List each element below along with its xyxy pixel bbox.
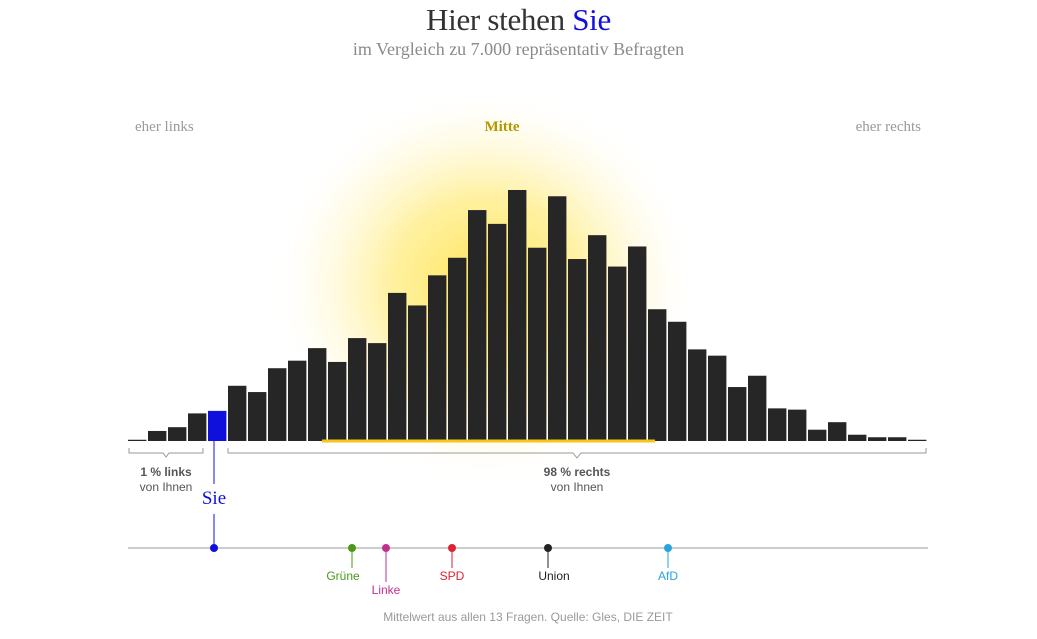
bar [848, 434, 867, 442]
party-label-gruene: Grüne [326, 569, 360, 583]
bar [288, 360, 307, 441]
bar [148, 430, 167, 441]
bar [488, 223, 507, 441]
party-label-linke: Linke [372, 583, 401, 597]
left-bracket-sub: von Ihnen [140, 480, 193, 494]
party-label-afd: AfD [658, 569, 678, 583]
bar [448, 257, 467, 441]
party-dot-linke [382, 544, 390, 552]
right-bracket-sub: von Ihnen [551, 480, 604, 494]
bar [748, 375, 767, 441]
label-mitte: Mitte [485, 119, 520, 135]
label-eher-links: eher links [135, 119, 194, 135]
chart-title: Hier stehen Sie [0, 2, 1037, 38]
left-bracket-label: 1 % links [140, 465, 192, 479]
chart-subtitle: im Vergleich zu 7.000 repräsentativ Befr… [352, 39, 685, 59]
bar [428, 275, 447, 441]
bar [668, 321, 687, 441]
bar [248, 392, 267, 442]
party-dot-gruene [348, 544, 356, 552]
bar [368, 343, 387, 441]
bar [468, 210, 487, 441]
bar [308, 348, 327, 441]
bar [648, 309, 667, 442]
bar [688, 349, 707, 441]
party-dot-union [544, 544, 552, 552]
bar-you [208, 410, 227, 441]
bar [728, 387, 747, 441]
bar [228, 385, 247, 441]
bar [568, 259, 587, 441]
right-bracket-label: 98 % rechts [544, 465, 611, 479]
bar [808, 429, 827, 441]
party-label-union: Union [538, 569, 569, 583]
left-bracket [128, 448, 204, 458]
you-dot [210, 544, 218, 552]
bar [888, 437, 907, 441]
party-label-spd: SPD [440, 569, 465, 583]
bar [788, 409, 807, 442]
bar [168, 427, 187, 441]
party-dot-spd [448, 544, 456, 552]
bar [548, 196, 567, 441]
party-dot-afd [664, 544, 672, 552]
bar [768, 408, 787, 441]
bars-group [128, 190, 927, 442]
bar [328, 361, 347, 441]
label-eher-rechts: eher rechts [856, 119, 922, 135]
title-highlight: Sie [572, 2, 611, 37]
bar [528, 247, 547, 441]
you-label: Sie [202, 488, 226, 509]
bar [868, 437, 887, 441]
bar [388, 292, 407, 441]
bar [128, 439, 147, 442]
footnote: Mittelwert aus allen 13 Fragen. Quelle: … [383, 610, 673, 624]
bar [188, 413, 207, 441]
bar [608, 266, 627, 441]
bar [348, 338, 367, 441]
bar [628, 246, 647, 441]
right-bracket [227, 448, 927, 459]
bar [828, 422, 847, 441]
bar [408, 305, 427, 441]
bar [908, 439, 927, 442]
bar [708, 355, 727, 441]
bar [588, 235, 607, 441]
party-markers: Grüne Linke SPD Union AfD [326, 544, 678, 597]
title-main: Hier stehen [426, 2, 565, 37]
bar [508, 190, 527, 441]
bar [268, 368, 287, 441]
